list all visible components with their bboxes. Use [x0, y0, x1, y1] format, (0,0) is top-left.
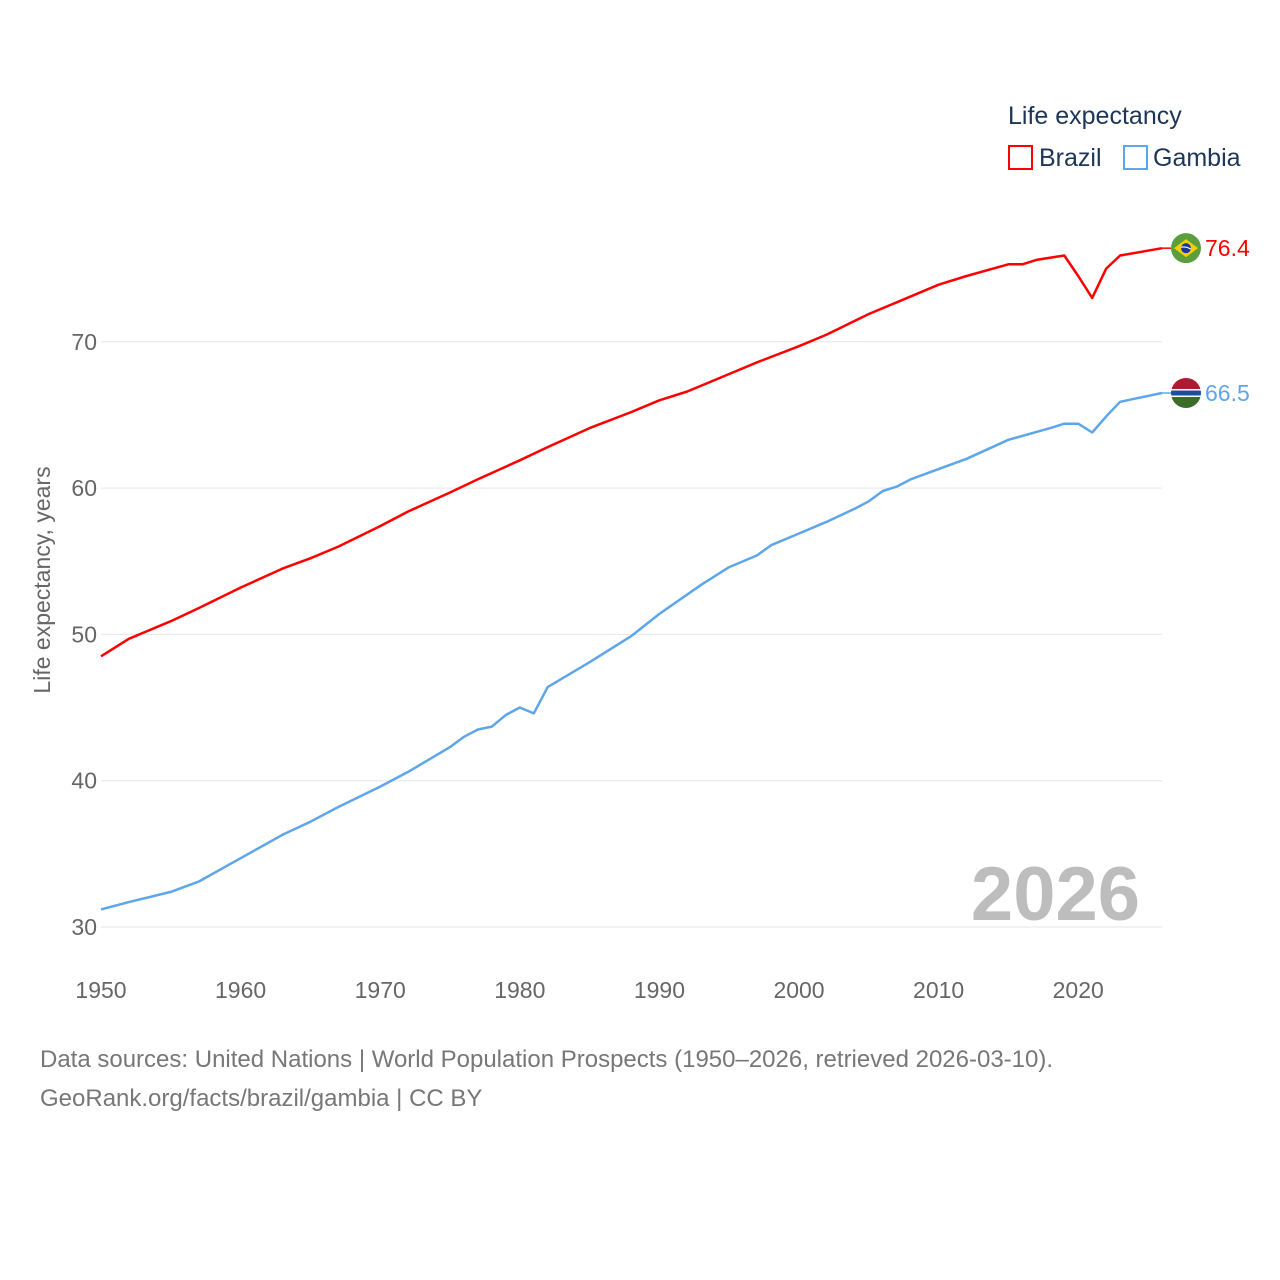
legend: Life expectancy Brazil Gambia [1008, 102, 1241, 172]
legend-title: Life expectancy [1008, 102, 1182, 130]
gambia-flag-icon [1171, 378, 1201, 409]
x-tick-label: 2020 [1053, 977, 1104, 1003]
y-axis-label: Life expectancy, years [29, 466, 55, 693]
end-value-label: 76.4 [1205, 235, 1250, 261]
line-chart: 30 40 50 60 70 1950 1960 1970 1980 1990 2000 2010 2… [29, 102, 1250, 1003]
y-tick-label: 50 [71, 621, 97, 647]
brazil-flag-icon [1171, 233, 1201, 264]
legend-label-brazil[interactable]: Brazil [1039, 144, 1102, 172]
legend-label-gambia[interactable]: Gambia [1153, 144, 1241, 172]
x-tick-label: 1960 [215, 977, 266, 1003]
end-value-label: 66.5 [1205, 380, 1250, 406]
x-tick-label: 2010 [913, 977, 964, 1003]
y-tick-label: 40 [71, 768, 97, 794]
credit-link[interactable]: GeoRank.org/facts/brazil/gambia | CC BY [40, 1085, 483, 1112]
y-tick-label: 70 [71, 329, 97, 355]
year-overlay: 2026 [971, 852, 1140, 937]
legend-swatch-gambia[interactable] [1123, 145, 1148, 170]
series-line-gambia[interactable] [100, 391, 1163, 911]
x-tick-label: 1950 [75, 977, 126, 1003]
y-tick-label: 60 [71, 475, 97, 501]
x-tick-label: 2000 [773, 977, 824, 1003]
x-tick-label: 1990 [634, 977, 685, 1003]
legend-swatch-brazil[interactable] [1008, 145, 1033, 170]
series-line-brazil[interactable] [100, 246, 1163, 658]
data-sources: Data sources: United Nations | World Pop… [40, 1046, 1054, 1073]
x-tick-label: 1980 [494, 977, 545, 1003]
x-tick-label: 1970 [355, 977, 406, 1003]
y-tick-label: 30 [71, 914, 97, 940]
